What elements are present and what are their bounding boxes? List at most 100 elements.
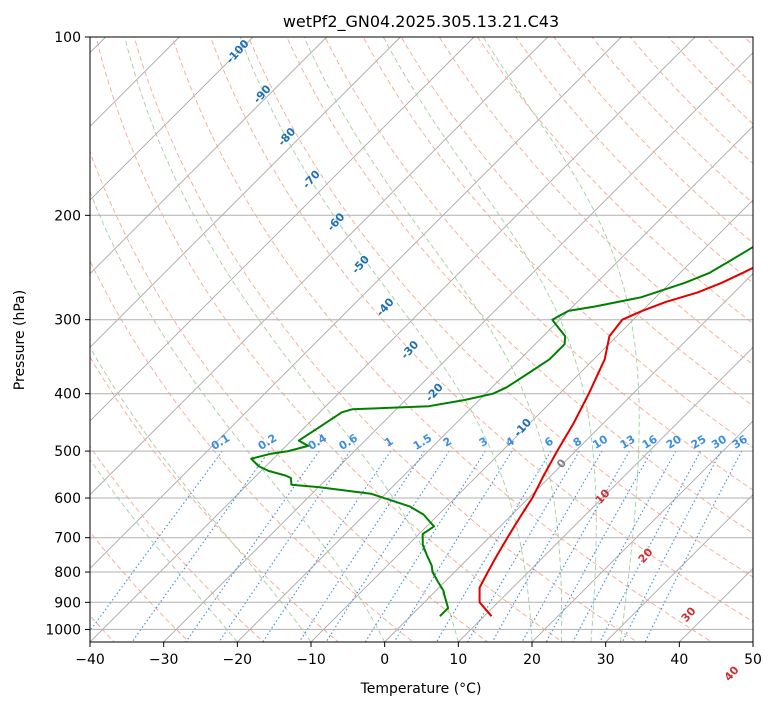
series-lines: [250, 245, 753, 617]
mixing-ratio-line: [644, 450, 743, 642]
mixing-ratio-label: 16: [640, 432, 660, 451]
mixing-ratio-line: [466, 450, 580, 642]
dry-adiabat-line: [477, 37, 753, 325]
background-lines: [90, 10, 775, 654]
mixing-ratio-line: [262, 450, 392, 642]
adiabat-label: -50: [349, 253, 372, 277]
moist-adiabat-line: [303, 37, 563, 642]
x-tick-label: 20: [523, 652, 541, 668]
mixing-ratio-line: [521, 450, 630, 642]
adiabat-label: 0: [554, 456, 569, 471]
mixing-ratio-label: 6: [542, 434, 556, 449]
y-axis: 100 200 300 400 500 600 700 800 900 1000: [45, 30, 90, 638]
dry-adiabat-line: [591, 37, 753, 204]
dry-adiabat-line: [95, 37, 564, 642]
y-tick-label: 900: [54, 595, 81, 611]
adiabat-label: -70: [300, 167, 323, 191]
dry-adiabat-line: [248, 37, 753, 578]
dry-adiabat-line: [362, 37, 753, 449]
mixing-ratio-line: [90, 450, 223, 632]
mixing-ratio-label: 30: [709, 432, 729, 451]
mixing-ratio-label: 8: [571, 435, 584, 450]
isotherm-line: [458, 346, 753, 642]
y-tick-label: 500: [54, 444, 81, 460]
mixing-ratio-line: [621, 450, 722, 642]
isotherm-line: [90, 37, 327, 275]
adiabat-label: -60: [325, 210, 348, 234]
dry-adiabat-line: [629, 37, 753, 165]
dry-adiabat-line: [210, 37, 753, 623]
chart-title: wetPf2_GN04.2025.305.13.21.C43: [283, 12, 559, 32]
x-tick-label: −40: [75, 652, 105, 668]
adiabat-label: -30: [398, 338, 421, 362]
x-axis-title: Temperature (°C): [360, 681, 482, 697]
adiabat-label: 30: [679, 604, 699, 624]
y-tick-label: 100: [54, 30, 81, 46]
mixing-ratio-line: [545, 450, 653, 642]
mixing-ratio-line: [364, 450, 486, 642]
x-tick-label: −10: [296, 652, 326, 668]
adiabat-label: -80: [275, 125, 298, 149]
dry-adiabat-line: [90, 259, 414, 642]
isotherm-line: [90, 37, 401, 348]
x-tick-label: −30: [149, 652, 179, 668]
dry-adiabat-line: [286, 37, 753, 534]
adiabat-label: -100: [224, 37, 252, 66]
x-tick-label: 10: [449, 652, 467, 668]
x-tick-label: −20: [223, 652, 253, 668]
dry-adiabat-line: [90, 356, 339, 642]
mixing-ratio-label: 25: [689, 433, 709, 452]
mixing-ratio-line: [572, 450, 677, 642]
mixing-ratio-line: [325, 450, 450, 642]
mixing-ratio-label: 1.5: [411, 431, 434, 452]
y-tick-label: 200: [54, 208, 81, 224]
plot-frame: [89, 36, 754, 643]
mixing-ratio-label: 10: [590, 432, 610, 451]
isotherm-line: [90, 37, 254, 201]
adiabat-label: 20: [636, 545, 656, 565]
isotherm-line: [384, 273, 753, 642]
dry-adiabat-line: [756, 10, 775, 654]
isotherm-line: [531, 420, 753, 642]
mixing-ratio-line: [491, 450, 603, 642]
adiabat-label: -10: [511, 416, 534, 440]
dry-adiabat-line: [438, 37, 753, 365]
moist-adiabat-line: [90, 346, 312, 642]
y-tick-label: 700: [54, 531, 81, 547]
x-tick-label: 50: [744, 652, 762, 668]
mixing-ratio-label: 0.2: [256, 431, 279, 452]
dry-adiabat-line: [400, 37, 753, 407]
mixing-ratio-line: [218, 450, 351, 642]
y-axis-title: Pressure (hPa): [12, 290, 28, 390]
mixing-ratio-line: [131, 450, 270, 642]
x-axis: −40 −30 −20 −10 0 10 20 30 40 50: [75, 642, 762, 668]
dewpoint-line: [250, 245, 753, 617]
dry-adiabat-line: [90, 445, 265, 642]
grid: [90, 37, 753, 630]
isotherm-line: [752, 641, 753, 642]
y-tick-label: 800: [54, 565, 81, 581]
moist-adiabat-line: [482, 37, 640, 642]
dry-adiabat-line: [667, 37, 753, 125]
isotherm-line: [90, 37, 696, 642]
mixing-ratio-line: [298, 450, 425, 642]
dry-adiabat-line: [133, 37, 638, 642]
y-tick-label: 400: [54, 387, 81, 403]
isotherm-line: [90, 37, 475, 422]
dry-adiabat-line: [324, 37, 753, 491]
moist-adiabat-line: [239, 37, 533, 642]
dry-adiabat-line: [553, 37, 753, 244]
x-tick-label: 30: [597, 652, 615, 668]
y-tick-label: 1000: [45, 622, 81, 638]
mixing-ratio-line: [185, 450, 320, 642]
y-tick-label: 300: [54, 313, 81, 329]
mixing-ratio-line: [393, 450, 513, 642]
mixing-ratio-label: 1: [382, 435, 395, 450]
isotherm-line: [90, 37, 548, 496]
y-tick-label: 600: [54, 491, 81, 507]
isotherm-line: [605, 494, 753, 642]
dry-adiabat-line: [744, 37, 753, 47]
isotherm-line: [90, 37, 622, 569]
moist-adiabat-line: [90, 190, 386, 642]
